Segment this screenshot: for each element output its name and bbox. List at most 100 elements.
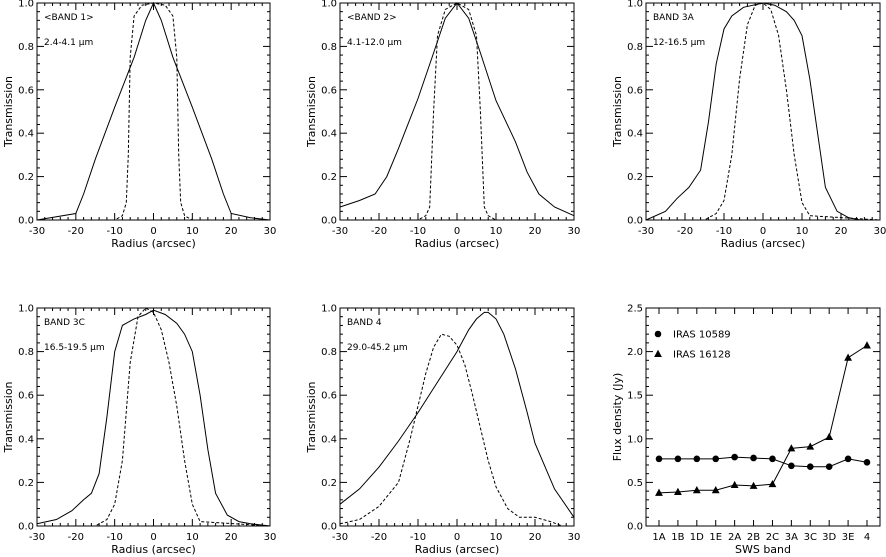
y-tick-label: 0.2 [627, 172, 643, 183]
x-axis-label: SWS band [735, 543, 791, 556]
wavelength-label: 4.1-12.0 μm [347, 38, 402, 48]
x-tick-label: 30 [264, 226, 277, 237]
data-point-circle [806, 463, 814, 471]
x-tick-label: 3C [804, 532, 817, 543]
x-tick-label: 2B [747, 532, 760, 543]
dashed-profile-curve [646, 2, 881, 221]
y-tick-label: 1.0 [321, 0, 337, 10]
plot-frame [645, 307, 881, 527]
x-tick-label: 20 [529, 226, 542, 237]
x-axis-label: Radius (arcsec) [721, 237, 806, 250]
panel-4: 0.0 0.2 0.4 0.6 0.8 1.0 -30 -20 -10 0 10 20 30 Radius… [2, 304, 276, 557]
x-tick-label: 20 [529, 532, 542, 543]
x-tick-label: -10 [410, 226, 426, 237]
y-tick-label: 0.4 [18, 129, 34, 140]
x-tick-label: 0 [454, 532, 460, 543]
y-tick-label: 0.0 [627, 216, 643, 227]
x-axis-label: Radius (arcsec) [111, 543, 196, 556]
y-tick-label: 1.0 [18, 304, 34, 315]
data-point-triangle [749, 481, 758, 489]
x-tick-label: 3E [842, 532, 855, 543]
y-tick-label: 1.0 [627, 434, 643, 445]
y-axis-label: Transmission [611, 76, 624, 148]
x-tick-label: 10 [796, 226, 809, 237]
x-tick-label: -10 [716, 226, 732, 237]
data-point-circle [825, 463, 833, 471]
y-tick-label: 0.8 [627, 42, 643, 53]
legend-label: IRAS 16128 [673, 350, 731, 361]
data-point-circle [731, 453, 738, 461]
data-point-circle [863, 459, 871, 466]
x-tick-label: 3A [785, 532, 798, 543]
y-tick-label: 0.6 [321, 391, 337, 402]
y-tick-label: 0.0 [18, 216, 34, 227]
x-tick-label: -30 [332, 226, 348, 237]
band-label: <BAND 1> [44, 13, 94, 23]
x-tick-label: 4 [864, 532, 870, 543]
y-axis-label: Transmission [305, 76, 318, 148]
y-tick-label: 0.4 [18, 434, 34, 445]
plot-frame [339, 2, 575, 221]
solid-profile-curve [339, 311, 575, 518]
dashed-profile-curve [339, 333, 574, 527]
x-tick-label: 0 [454, 226, 460, 237]
x-tick-label: 30 [568, 532, 581, 543]
x-tick-label: 20 [225, 226, 238, 237]
y-tick-label: 2.0 [627, 347, 643, 358]
x-tick-label: 10 [186, 532, 199, 543]
y-axis-label: Transmission [2, 381, 15, 453]
solid-profile-curve [36, 1, 271, 221]
wavelength-label: 16.5-19.5 μm [44, 343, 105, 353]
x-tick-label: 1A [652, 532, 665, 543]
panel-3: 0.0 0.2 0.4 0.6 0.8 1.0 -30 -20 -10 0 10 20 30 Radius… [611, 0, 886, 250]
plot-frame [339, 307, 575, 527]
legend-marker-circle [654, 330, 662, 338]
x-tick-label: 1D [690, 532, 704, 543]
y-tick-label: 0.2 [321, 172, 337, 183]
y-tick-label: 1.0 [18, 0, 34, 10]
band-label: <BAND 2> [347, 13, 397, 23]
data-point-triangle [655, 488, 663, 496]
data-point-triangle [825, 432, 834, 441]
x-tick-label: 0 [760, 226, 766, 237]
x-tick-label: 30 [874, 226, 886, 237]
x-tick-label: 30 [264, 532, 277, 543]
y-tick-label: 0.4 [321, 129, 337, 140]
solid-profile-curve [645, 2, 880, 221]
y-tick-label: 0.0 [321, 522, 337, 533]
x-tick-label: 3D [822, 532, 836, 543]
data-point-circle [769, 455, 776, 463]
x-tick-label: -10 [106, 226, 122, 237]
x-tick-label: -30 [638, 226, 654, 237]
y-tick-label: 0.2 [321, 478, 337, 489]
x-tick-label: 30 [568, 226, 581, 237]
y-tick-label: 0.6 [18, 391, 34, 402]
y-axis-label: Transmission [2, 76, 15, 148]
y-tick-label: 0.6 [18, 85, 34, 96]
dashed-profile-curve [37, 2, 270, 221]
y-tick-label: 1.0 [627, 0, 643, 10]
x-axis-label: Radius (arcsec) [415, 237, 500, 250]
data-point-triangle [674, 487, 682, 495]
data-point-circle [674, 455, 682, 463]
x-tick-label: 2A [728, 532, 741, 543]
y-tick-label: 0.0 [627, 522, 643, 533]
x-tick-label: 10 [186, 226, 199, 237]
x-tick-label: 20 [835, 226, 848, 237]
x-tick-label: 20 [225, 532, 238, 543]
legend-label: IRAS 10589 [673, 330, 731, 341]
x-tick-label: 10 [490, 226, 503, 237]
wavelength-label: 12-16.5 μm [653, 38, 705, 48]
y-tick-label: 0.8 [321, 42, 337, 53]
data-point-triangle [863, 341, 871, 349]
data-point-circle [844, 455, 852, 463]
panel-1: 0.0 0.2 0.4 0.6 0.8 1.0 -30 -20 -10 0 10 20 30 Radius… [2, 0, 276, 250]
data-point-circle [750, 454, 757, 462]
y-tick-label: 0.8 [18, 347, 34, 358]
x-tick-label: -20 [371, 532, 387, 543]
y-tick-label: 2.5 [627, 304, 643, 315]
y-tick-label: 1.5 [627, 391, 643, 402]
band-label: BAND 4 [347, 318, 382, 328]
band-label: BAND 3A [653, 13, 695, 23]
